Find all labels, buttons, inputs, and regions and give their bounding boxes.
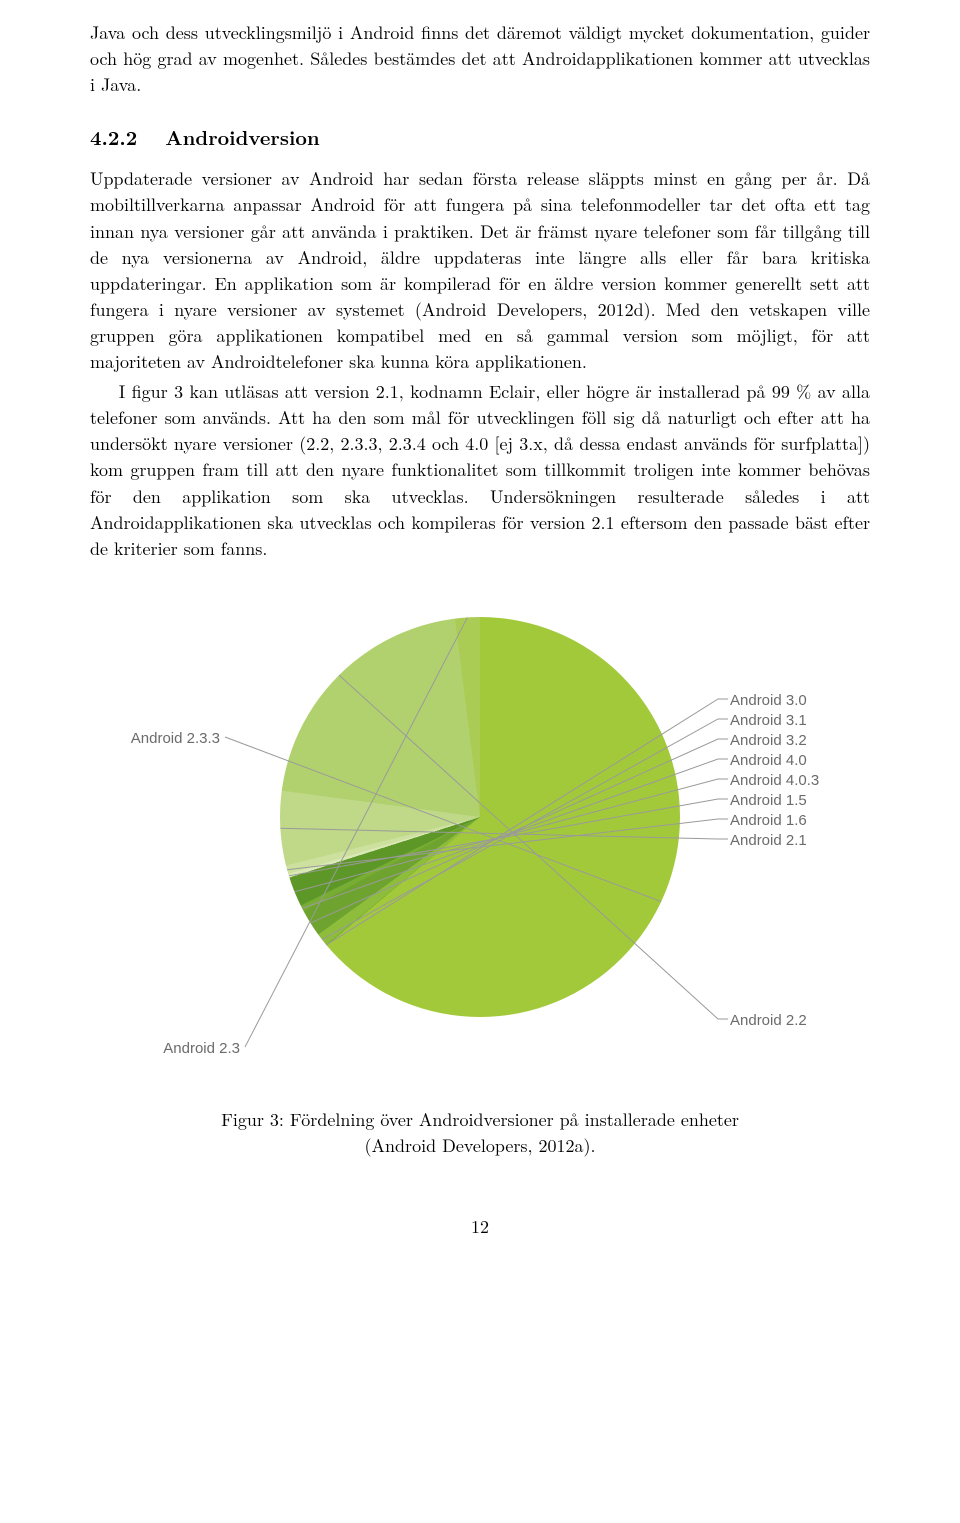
pie-label: Android 1.6 [730, 810, 807, 832]
pie-label: Android 4.0.3 [730, 770, 819, 792]
caption-line-2: (Android Developers, 2012a). [221, 1133, 739, 1159]
pie-label: Android 3.0 [730, 690, 807, 712]
page-number: 12 [90, 1214, 870, 1240]
pie-label: Android 4.0 [730, 750, 807, 772]
body-paragraph-1: Uppdaterade versioner av Android har sed… [90, 166, 870, 375]
pie-label: Android 2.2 [730, 1010, 807, 1032]
figure-3: Android 2.3.3Android 3.0Android 3.1Andro… [90, 617, 870, 1159]
pie-label: Android 2.1 [730, 830, 807, 852]
section-number: 4.2.2 [90, 122, 137, 151]
pie-chart: Android 2.3.3Android 3.0Android 3.1Andro… [90, 617, 870, 1077]
pie-label: Android 3.1 [730, 710, 807, 732]
figure-caption: Figur 3: Fördelning över Androidversione… [221, 1107, 739, 1159]
section-heading: 4.2.2 Androidversion [90, 122, 870, 152]
pie-label: Android 2.3.3 [131, 728, 220, 750]
pie-label: Android 1.5 [730, 790, 807, 812]
body-paragraph-2: I figur 3 kan utläsas att version 2.1, k… [90, 379, 870, 562]
pie-label: Android 3.2 [730, 730, 807, 752]
pie-label: Android 2.3 [163, 1038, 240, 1060]
intro-paragraph: Java och dess utvecklingsmiljö i Android… [90, 20, 870, 98]
section-title: Androidversion [165, 122, 319, 151]
caption-line-1: Figur 3: Fördelning över Androidversione… [221, 1107, 739, 1133]
